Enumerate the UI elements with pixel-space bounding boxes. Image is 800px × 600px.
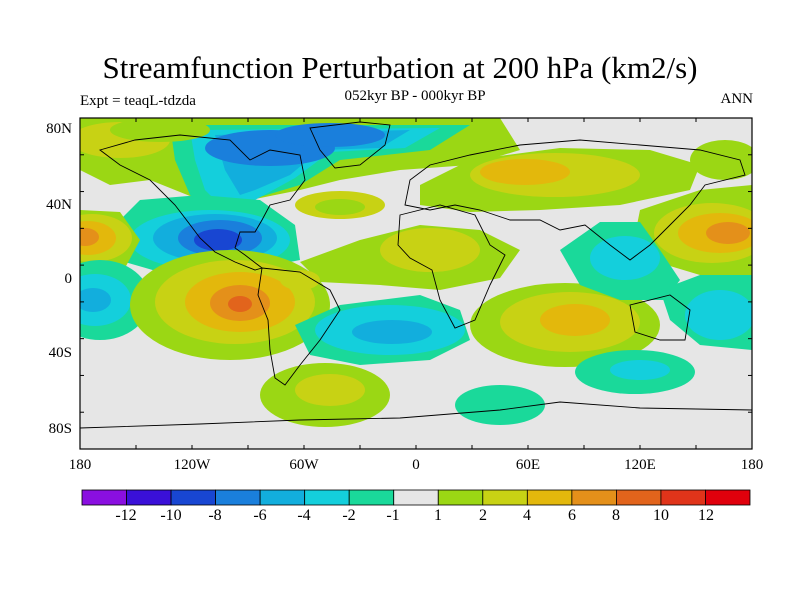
contour-region (194, 229, 242, 251)
coastline-antarctica (80, 401, 752, 429)
contour-region (275, 123, 385, 147)
lon-label-180e: 180 (740, 457, 764, 473)
contour-region (690, 140, 752, 180)
axis-ticks (79, 117, 753, 450)
chart-subtitle: 052kyr BP - 000kyr BP (344, 88, 486, 104)
colorbar-label: -4 (297, 507, 311, 524)
colorbar-swatch (348, 489, 395, 506)
coastline-africa (397, 204, 506, 329)
colorbar-label: 4 (523, 507, 531, 524)
lat-label-80n: 80N (46, 121, 72, 137)
colorbar (81, 489, 751, 506)
contour-region (455, 385, 545, 425)
lon-label-60w: 60W (289, 457, 319, 473)
colorbar-label: -6 (253, 507, 267, 524)
lat-label-40n: 40N (46, 197, 72, 213)
lon-label-0: 0 (412, 457, 420, 473)
lon-label-120w: 120W (173, 457, 211, 473)
colorbar-label: 1 (434, 507, 442, 524)
contour-region (380, 228, 480, 272)
contour-region (80, 288, 111, 312)
coastline-north-america (99, 134, 306, 271)
contour-region (685, 290, 752, 340)
colorbar-label: -2 (342, 507, 356, 524)
contour-region (280, 270, 320, 290)
lat-label-eq: 0 (64, 271, 73, 287)
coastline-eurasia (404, 139, 746, 261)
colorbar-swatch (571, 489, 617, 506)
contour-region (110, 118, 210, 142)
colorbar-label: 12 (698, 507, 714, 524)
colorbar-label: 8 (612, 507, 620, 524)
colorbar-swatch (126, 489, 172, 506)
colorbar-swatch (437, 489, 484, 506)
lon-label-60e: 60E (515, 457, 541, 473)
colorbar-label: -12 (115, 507, 137, 524)
lon-label-120e: 120E (624, 457, 656, 473)
colorbar-swatch (705, 489, 751, 506)
season-label: ANN (720, 91, 754, 107)
colorbar-swatch (81, 489, 127, 506)
colorbar-label: -1 (386, 507, 400, 524)
colorbar-swatch (393, 489, 439, 506)
contour-region (480, 159, 570, 185)
colorbar-swatch (259, 489, 306, 506)
contour-region (315, 199, 365, 215)
colorbar-label: -10 (160, 507, 182, 524)
colorbar-swatch (616, 489, 662, 506)
coastline-greenland (309, 121, 391, 169)
lat-label-40s: 40S (48, 345, 72, 361)
colorbar-label: 2 (479, 507, 487, 524)
colorbar-swatch (304, 489, 350, 506)
contour-region (80, 228, 99, 246)
contour-region (610, 360, 670, 380)
lon-label-180w: 180 (68, 457, 92, 473)
lat-label-80s: 80S (48, 421, 72, 437)
colorbar-swatch (526, 489, 573, 506)
colorbar-swatch (170, 489, 216, 506)
contour-region (590, 236, 660, 280)
contour-region (706, 222, 750, 244)
contour-region (540, 304, 610, 336)
contour-region (352, 320, 432, 344)
coastline-australia (629, 294, 691, 341)
contour-region (228, 296, 252, 312)
colorbar-swatch (660, 489, 706, 506)
colorbar-label: 6 (568, 507, 576, 524)
experiment-label: Expt = teaqL-tdzda (80, 93, 196, 109)
contour-region (295, 374, 365, 406)
colorbar-label: 10 (653, 507, 669, 524)
chart-title: Streamfunction Perturbation at 200 hPa (… (102, 50, 698, 85)
coastlines (80, 121, 752, 429)
colorbar-swatch (482, 489, 528, 506)
coastline-south-america (257, 267, 341, 386)
colorbar-swatch (215, 489, 261, 506)
colorbar-label: -8 (208, 507, 222, 524)
contour-field (80, 118, 752, 449)
